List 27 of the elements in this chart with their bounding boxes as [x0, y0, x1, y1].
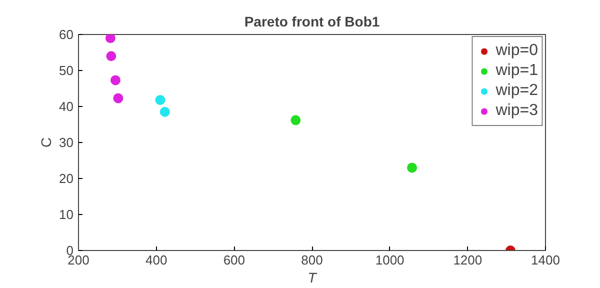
point	[290, 115, 301, 126]
legend-label: wip=3	[496, 102, 538, 120]
x-tick-label: 1400	[531, 252, 560, 268]
point	[105, 34, 116, 44]
point	[155, 95, 166, 106]
point	[106, 51, 116, 62]
y-axis-title: C	[38, 137, 54, 148]
legend-label: wip=1	[496, 62, 538, 80]
x-tick-label: 400	[145, 252, 168, 268]
y-tick-label: 60	[59, 27, 74, 42]
point	[110, 75, 120, 86]
y-tick-label: 50	[59, 63, 74, 78]
y-tick-label: 40	[59, 99, 74, 114]
point	[113, 93, 124, 104]
legend-label: wip=2	[496, 82, 538, 100]
x-tick-label: 800	[301, 252, 323, 268]
point	[407, 162, 418, 173]
point	[160, 106, 170, 117]
y-tick-label: 30	[59, 135, 74, 150]
x-tick-label: 600	[223, 252, 246, 268]
x-tick-label: 1000	[375, 252, 404, 268]
chart-title: Pareto front of Bob1	[244, 14, 380, 30]
y-tick-label: 20	[59, 171, 74, 186]
y-tick-label: 10	[59, 207, 74, 222]
x-axis-title: T	[308, 270, 318, 286]
x-tick-label: 1200	[453, 252, 482, 268]
legend-label: wip=0	[496, 42, 538, 60]
